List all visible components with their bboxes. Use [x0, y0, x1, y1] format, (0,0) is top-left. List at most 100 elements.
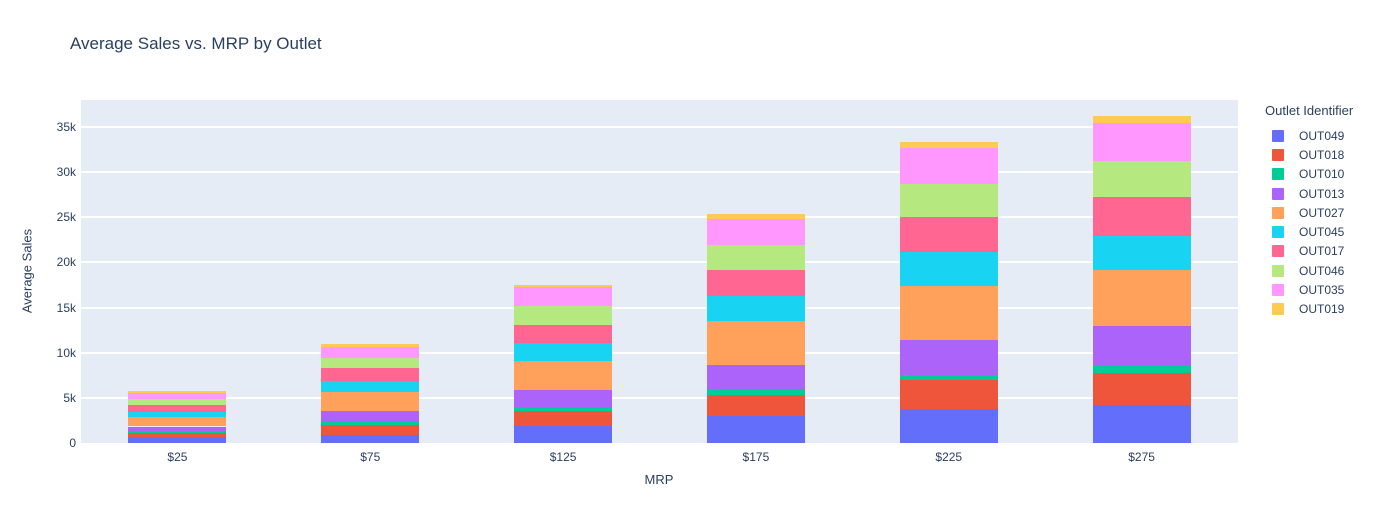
bar-segment-OUT010-$275[interactable]: [1092, 366, 1191, 374]
bar-segment-OUT027-$275[interactable]: [1092, 270, 1191, 327]
chart-title: Average Sales vs. MRP by Outlet: [70, 34, 322, 53]
bar-segment-OUT045-$25[interactable]: [128, 411, 227, 418]
bar-segment-OUT027-$125[interactable]: [514, 360, 613, 390]
legend-item-OUT019[interactable]: OUT019: [1272, 300, 1353, 319]
bar-segment-OUT010-$25[interactable]: [128, 431, 227, 434]
x-axis-title: MRP: [644, 472, 674, 487]
bar-segment-OUT010-$225[interactable]: [899, 374, 998, 380]
bar-segment-OUT019-$75[interactable]: [321, 344, 420, 347]
bar-segment-OUT010-$75[interactable]: [321, 421, 420, 425]
bar-segment-OUT035-$225[interactable]: [899, 147, 998, 184]
bar-segment-OUT010-$175[interactable]: [706, 389, 805, 395]
bar-segment-OUT018-$275[interactable]: [1092, 373, 1191, 405]
legend-item-OUT018[interactable]: OUT018: [1272, 145, 1353, 164]
bar-segment-OUT049-$125[interactable]: [514, 426, 613, 443]
bar-segment-OUT018-$225[interactable]: [899, 379, 998, 409]
bar-segment-OUT013-$175[interactable]: [706, 364, 805, 390]
legend-item-OUT046[interactable]: OUT046: [1272, 261, 1353, 280]
bar-segment-OUT035-$75[interactable]: [321, 346, 420, 358]
x-tick-label-$225: $225: [935, 450, 963, 464]
bar-segment-OUT049-$25[interactable]: [128, 437, 227, 443]
bar-segment-OUT045-$75[interactable]: [321, 381, 420, 392]
legend-label: OUT046: [1299, 263, 1345, 278]
gridline-10k: [81, 351, 1238, 354]
legend-swatch-icon: [1272, 206, 1284, 219]
legend-label: OUT049: [1299, 128, 1345, 143]
bar-segment-OUT018-$175[interactable]: [706, 394, 805, 417]
bar-segment-OUT013-$275[interactable]: [1092, 326, 1191, 367]
bar-segment-OUT046-$75[interactable]: [321, 357, 420, 369]
bar-segment-OUT045-$275[interactable]: [1092, 236, 1191, 271]
bar-segment-OUT049-$75[interactable]: [321, 434, 420, 443]
bar-segment-OUT017-$275[interactable]: [1092, 197, 1191, 237]
legend-item-OUT017[interactable]: OUT017: [1272, 242, 1353, 261]
legend-item-OUT027[interactable]: OUT027: [1272, 203, 1353, 222]
bar-segment-OUT019-$175[interactable]: [706, 214, 805, 220]
legend-label: OUT010: [1299, 167, 1345, 182]
bar-segment-OUT017-$175[interactable]: [706, 269, 805, 297]
legend-swatch-icon: [1272, 129, 1284, 142]
legend-swatch-icon: [1272, 284, 1284, 297]
legend-item-OUT035[interactable]: OUT035: [1272, 280, 1353, 299]
x-tick-label-$25: $25: [167, 450, 188, 464]
bar-segment-OUT017-$125[interactable]: [514, 324, 613, 343]
legend-label: OUT019: [1299, 302, 1345, 317]
bar-segment-OUT027-$25[interactable]: [128, 417, 227, 427]
bar-segment-OUT046-$225[interactable]: [899, 183, 998, 217]
legend-item-OUT013[interactable]: OUT013: [1272, 184, 1353, 203]
bar-segment-OUT049-$275[interactable]: [1092, 404, 1191, 443]
legend-label: OUT013: [1299, 186, 1345, 201]
x-tick-label-$175: $175: [742, 450, 770, 464]
bar-segment-OUT017-$225[interactable]: [899, 216, 998, 253]
bar-segment-OUT045-$125[interactable]: [514, 342, 613, 361]
legend-item-OUT049[interactable]: OUT049: [1272, 126, 1353, 145]
plot-area: [81, 100, 1238, 443]
gridline-5k: [81, 396, 1238, 399]
bar-$25: [128, 391, 227, 443]
bar-segment-OUT046-$125[interactable]: [514, 306, 613, 325]
bar-segment-OUT017-$25[interactable]: [128, 404, 227, 412]
y-tick-label-0: 0: [69, 436, 76, 450]
y-tick-label-15k: 15k: [56, 300, 76, 315]
legend-items: OUT049 OUT018 OUT010 OUT013 OUT027 OUT045 OUT0…: [1264, 126, 1353, 319]
bar-segment-OUT010-$125[interactable]: [514, 407, 613, 412]
legend-label: OUT017: [1299, 244, 1345, 259]
bar-segment-OUT019-$225[interactable]: [899, 142, 998, 148]
bar-$275: [1092, 115, 1191, 443]
legend-swatch-icon: [1272, 226, 1284, 239]
bar-segment-OUT046-$275[interactable]: [1092, 161, 1191, 198]
bar-segment-OUT017-$75[interactable]: [321, 368, 420, 382]
bar-segment-OUT013-$75[interactable]: [321, 410, 420, 422]
bar-segment-OUT027-$75[interactable]: [321, 392, 420, 411]
bar-segment-OUT027-$225[interactable]: [899, 285, 998, 340]
bar-segment-OUT013-$25[interactable]: [128, 426, 227, 432]
bar-segment-OUT027-$175[interactable]: [706, 321, 805, 365]
bar-segment-OUT019-$275[interactable]: [1092, 115, 1191, 124]
bar-segment-OUT035-$25[interactable]: [128, 393, 227, 400]
bar-segment-OUT046-$175[interactable]: [706, 245, 805, 270]
gridline-25k: [81, 216, 1238, 219]
legend-item-OUT045[interactable]: OUT045: [1272, 222, 1353, 241]
legend-swatch-icon: [1272, 148, 1284, 161]
bar-segment-OUT049-$175[interactable]: [706, 416, 805, 443]
legend-label: OUT035: [1299, 283, 1345, 298]
bar-segment-OUT018-$125[interactable]: [514, 411, 613, 427]
bar-segment-OUT045-$175[interactable]: [706, 296, 805, 322]
gridline-15k: [81, 306, 1238, 309]
legend-item-OUT010[interactable]: OUT010: [1272, 165, 1353, 184]
bar-segment-OUT019-$125[interactable]: [514, 284, 613, 288]
bar-segment-OUT018-$75[interactable]: [321, 424, 420, 435]
bar-segment-OUT013-$125[interactable]: [514, 389, 613, 408]
bar-segment-OUT019-$25[interactable]: [128, 391, 227, 394]
y-tick-label-5k: 5k: [63, 390, 76, 405]
bar-segment-OUT049-$225[interactable]: [899, 408, 998, 443]
y-tick-label-10k: 10k: [56, 345, 76, 360]
bar-segment-OUT035-$275[interactable]: [1092, 123, 1191, 162]
bar-segment-OUT035-$125[interactable]: [514, 287, 613, 307]
bar-segment-OUT046-$25[interactable]: [128, 399, 227, 405]
bar-segment-OUT045-$225[interactable]: [899, 252, 998, 286]
bar-segment-OUT013-$225[interactable]: [899, 339, 998, 375]
bar-segment-OUT035-$175[interactable]: [706, 219, 805, 246]
bar-segment-OUT018-$25[interactable]: [128, 433, 227, 438]
